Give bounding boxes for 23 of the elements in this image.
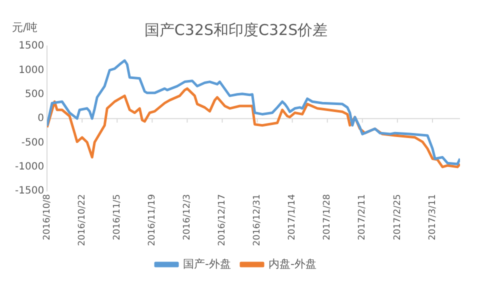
y-tick-label: 0 <box>38 113 44 124</box>
y-tick-label: 1000 <box>18 64 44 76</box>
x-tick-label: 2017/2/11 <box>358 194 368 240</box>
x-tick-label: 2017/3/11 <box>428 194 438 240</box>
x-tick-label: 2016/11/19 <box>148 194 158 246</box>
y-tick-label: 1500 <box>18 40 44 52</box>
x-tick-label: 2017/1/28 <box>322 194 333 240</box>
x-tick-label: 2016/11/5 <box>112 194 122 240</box>
x-tick-label: 2016/10/8 <box>42 194 52 240</box>
x-tick-label: 2016/10/22 <box>77 194 88 246</box>
y-axis-title: 元/吨 <box>12 20 38 35</box>
x-tick-label: 2016/12/17 <box>218 194 228 246</box>
x-tick-label: 2016/12/3 <box>182 194 193 240</box>
x-tick-label: 2017/2/25 <box>392 194 403 240</box>
legend-label: 国产-外盘 <box>183 257 232 270</box>
y-tick-label: 500 <box>24 88 44 100</box>
y-tick-label: -500 <box>21 137 44 148</box>
y-tick-label: -1000 <box>14 162 44 173</box>
legend-label: 内盘-外盘 <box>268 257 316 270</box>
x-tick-label: 2017/1/14 <box>288 194 298 240</box>
x-tick-label: 2016/12/31 <box>252 194 263 246</box>
y-tick-label: -1500 <box>14 186 44 197</box>
chart-title: 国产C32S和印度C32S价差 <box>144 20 328 39</box>
